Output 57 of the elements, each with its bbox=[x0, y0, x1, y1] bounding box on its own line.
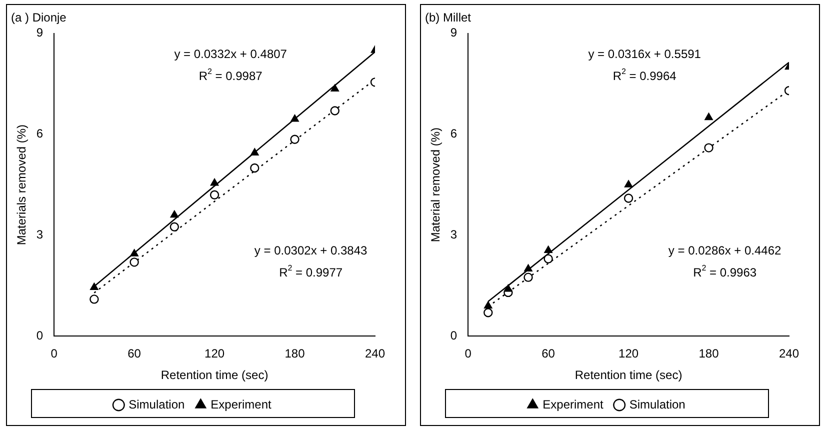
point bbox=[210, 190, 220, 200]
point bbox=[704, 143, 714, 152]
point bbox=[484, 301, 492, 309]
y-tick-label: 0 bbox=[36, 328, 44, 343]
x-tick-label: 240 bbox=[778, 346, 800, 361]
x-tick-label: 120 bbox=[204, 346, 225, 361]
y-tick-label: 3 bbox=[36, 228, 44, 242]
point bbox=[90, 282, 98, 290]
annotation: y = 0.0332x + 0.4807 bbox=[174, 46, 288, 61]
x-tick-label: 180 bbox=[698, 346, 720, 361]
point bbox=[170, 222, 180, 232]
legend-label: Simulation bbox=[629, 397, 686, 412]
point bbox=[250, 148, 259, 156]
annotation: y = 0.0302x + 0.3843 bbox=[254, 244, 368, 258]
x-tick-label: 0 bbox=[50, 346, 58, 361]
point bbox=[250, 163, 260, 173]
annotation: y = 0.0286x + 0.4462 bbox=[668, 244, 782, 258]
point bbox=[330, 106, 340, 116]
y-axis-title: Materials removed (%) bbox=[14, 124, 29, 246]
point bbox=[210, 178, 219, 186]
y-tick-label: 3 bbox=[450, 228, 458, 242]
x-tick-label: 120 bbox=[618, 346, 639, 361]
point bbox=[130, 249, 138, 256]
y-tick-label: 9 bbox=[450, 26, 458, 40]
point bbox=[330, 84, 339, 92]
legend-label: Experiment bbox=[210, 397, 272, 412]
x-tick-label: 60 bbox=[128, 346, 142, 361]
y-tick-label: 9 bbox=[36, 26, 44, 40]
point bbox=[704, 112, 713, 120]
point bbox=[290, 114, 299, 122]
point bbox=[624, 194, 634, 203]
x-tick-label: 180 bbox=[284, 346, 306, 361]
y-tick-label: 0 bbox=[450, 328, 458, 343]
y-axis-title: Material removed (%) bbox=[428, 127, 443, 242]
point bbox=[130, 258, 139, 267]
point bbox=[544, 254, 553, 264]
point bbox=[290, 134, 300, 144]
annotation: y = 0.0316x + 0.5591 bbox=[588, 46, 702, 61]
legend-label: Experiment bbox=[542, 397, 604, 412]
point bbox=[524, 272, 533, 282]
legend-label: Simulation bbox=[128, 397, 185, 412]
y-tick-label: 6 bbox=[36, 126, 44, 141]
point bbox=[90, 294, 99, 304]
x-tick-label: 60 bbox=[542, 346, 556, 361]
x-tick-label: 0 bbox=[464, 346, 472, 361]
point bbox=[544, 246, 552, 254]
y-tick-label: 6 bbox=[450, 126, 458, 141]
point bbox=[524, 264, 532, 272]
point bbox=[504, 284, 512, 292]
point bbox=[624, 180, 633, 188]
point bbox=[484, 308, 493, 318]
x-tick-label: 240 bbox=[364, 346, 386, 361]
chart-title: (a ) Dionje bbox=[11, 10, 67, 25]
point bbox=[170, 210, 178, 218]
chart-title: (b) Millet bbox=[425, 10, 472, 25]
x-axis-title: Retention time (sec) bbox=[160, 368, 268, 382]
x-axis-title: Retention time (sec) bbox=[574, 368, 682, 382]
